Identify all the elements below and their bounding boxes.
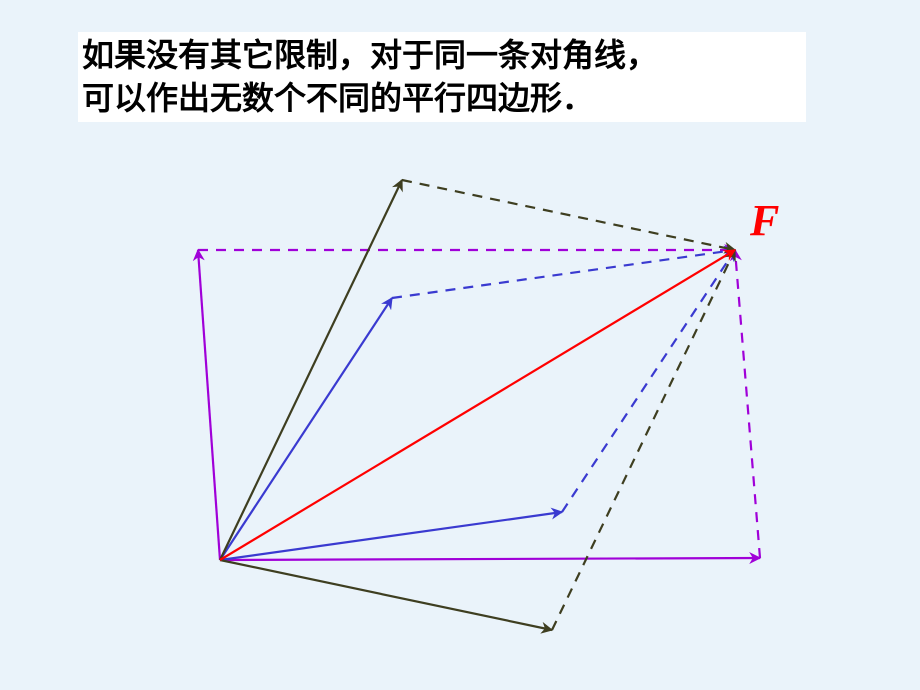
slide-root: 如果没有其它限制，对于同一条对角线， 可以作出无数个不同的平行四边形． F <box>0 0 920 690</box>
vector-diagram <box>0 0 920 690</box>
